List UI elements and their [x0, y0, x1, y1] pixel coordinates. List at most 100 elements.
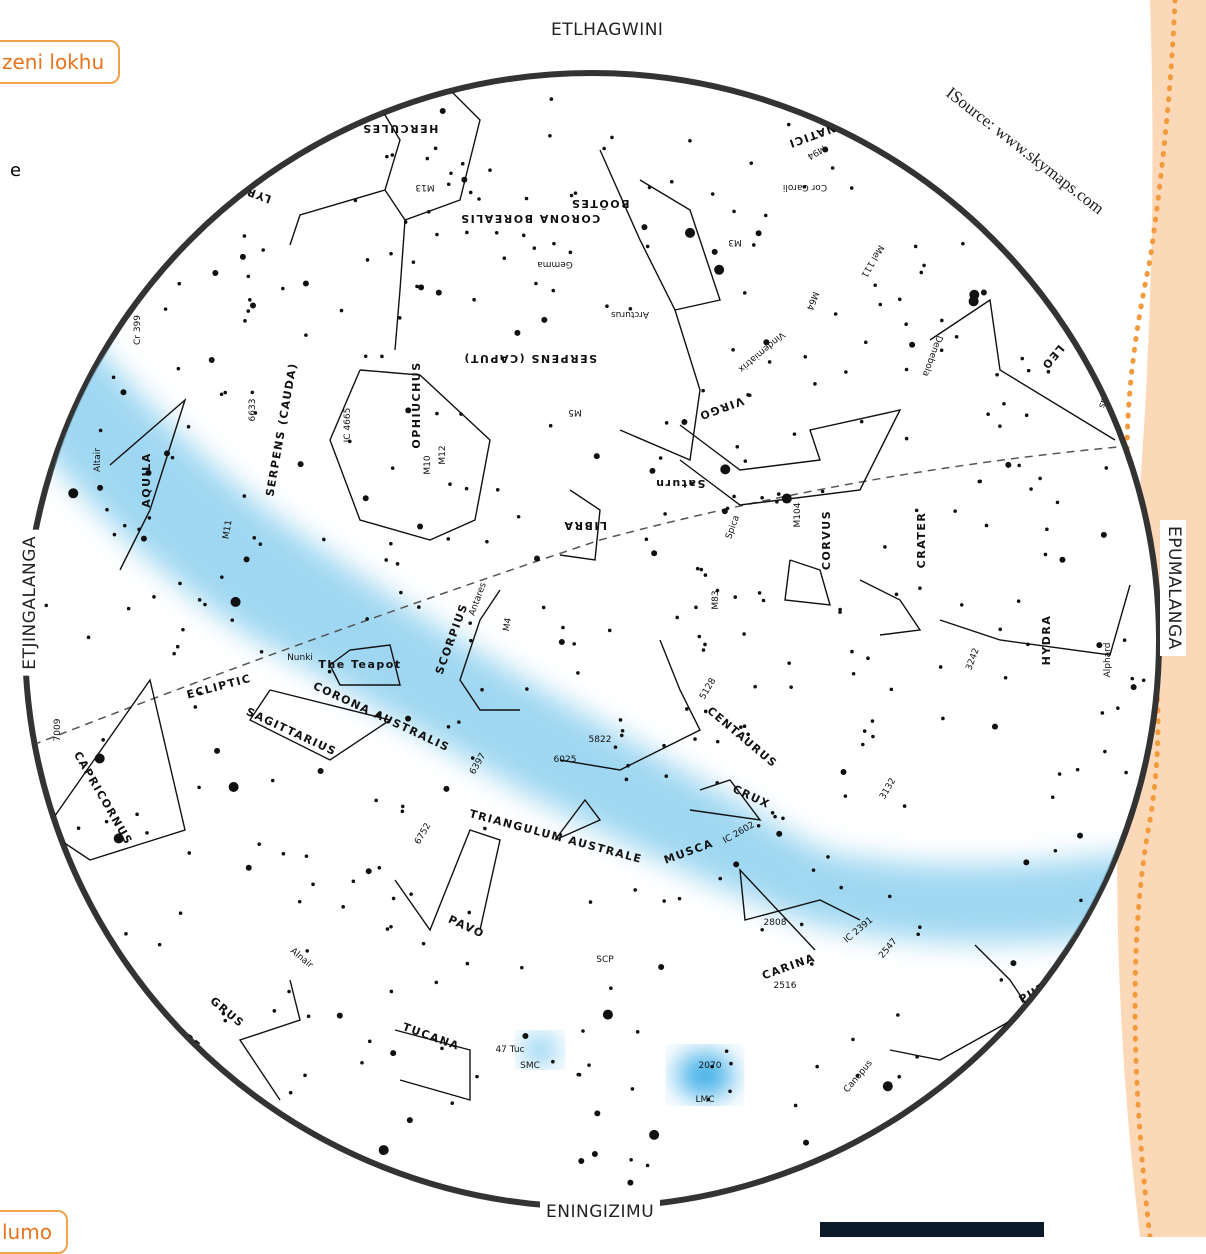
star: [464, 486, 469, 491]
star: [411, 260, 416, 264]
map-label: 6633: [248, 399, 258, 422]
star: [440, 1046, 444, 1051]
star: [477, 197, 481, 201]
map-label: 47 Tuc: [495, 1045, 524, 1055]
star: [494, 231, 499, 235]
star: [1057, 772, 1062, 776]
star: [620, 728, 625, 733]
star: [1077, 832, 1084, 839]
star: [999, 978, 1004, 982]
star: [820, 489, 825, 494]
star: [838, 607, 842, 612]
star: [940, 318, 944, 323]
star: [1116, 706, 1120, 710]
star: [186, 424, 191, 429]
star: [703, 642, 707, 647]
star: [140, 535, 147, 542]
star: [685, 227, 696, 238]
star: [591, 1150, 598, 1157]
star: [815, 1064, 819, 1069]
star: [250, 302, 257, 309]
star: [1075, 767, 1080, 772]
star: [633, 888, 637, 892]
star: [172, 651, 176, 656]
star: [776, 492, 781, 496]
star: [304, 333, 308, 337]
star: [1010, 960, 1017, 967]
star: [495, 487, 500, 492]
star: [145, 469, 152, 476]
star: [281, 286, 285, 291]
star: [916, 932, 920, 937]
star: [938, 665, 943, 669]
star: [175, 644, 180, 649]
map-label: Alphard: [1103, 643, 1113, 678]
star: [548, 133, 552, 138]
map-label: SMC: [520, 1061, 540, 1071]
star: [1059, 556, 1066, 563]
star: [649, 467, 656, 474]
star: [984, 523, 989, 528]
star: [953, 509, 957, 513]
map-label: Cr 399: [133, 315, 143, 345]
star: [1079, 898, 1083, 903]
star: [1124, 770, 1128, 775]
star: [409, 892, 413, 896]
star: [894, 592, 899, 597]
star: [839, 885, 843, 890]
side-box: zeni lokhu: [0, 40, 121, 84]
star: [860, 742, 865, 747]
star: [602, 1009, 613, 1020]
star: [629, 1157, 633, 1162]
star: [724, 1049, 729, 1053]
star: [763, 213, 768, 218]
star: [968, 296, 979, 307]
star: [435, 232, 439, 237]
star: [715, 588, 720, 593]
star: [362, 495, 369, 502]
star: [485, 539, 489, 544]
star: [871, 734, 875, 739]
star: [572, 642, 576, 646]
star: [425, 156, 430, 161]
star: [581, 1029, 585, 1033]
direction-west: ETJINGALANGA: [18, 530, 44, 676]
star: [610, 135, 614, 140]
star: [230, 596, 241, 607]
star: [137, 527, 141, 532]
map-label: Gemma: [537, 259, 573, 269]
star: [588, 900, 593, 904]
map-label: M11: [221, 519, 234, 540]
star: [862, 729, 867, 733]
star: [728, 1089, 732, 1094]
star: [548, 423, 553, 428]
star: [961, 241, 965, 246]
star: [112, 532, 117, 537]
star: [658, 964, 665, 971]
milky-way: [27, 300, 1157, 943]
star: [470, 756, 475, 760]
star: [250, 390, 255, 395]
star: [701, 648, 706, 652]
star: [480, 687, 484, 692]
star: [1130, 684, 1137, 691]
star: [347, 439, 352, 444]
star: [1020, 356, 1025, 361]
photo-edge: [820, 1222, 1044, 1237]
star: [212, 270, 219, 277]
direction-north: ETLHAGWINI: [545, 18, 670, 42]
star: [830, 166, 835, 170]
star: [578, 1157, 585, 1164]
side-box: lumo: [0, 1210, 68, 1254]
star: [98, 428, 103, 433]
smc-cloud: [522, 1036, 558, 1064]
star: [242, 494, 247, 498]
star: [904, 436, 909, 441]
star: [317, 767, 324, 774]
star: [68, 488, 79, 499]
map-label: M104: [793, 502, 803, 527]
star: [124, 932, 128, 936]
map-label: Arcturus: [611, 309, 649, 319]
star: [664, 421, 669, 425]
star: [681, 419, 688, 426]
